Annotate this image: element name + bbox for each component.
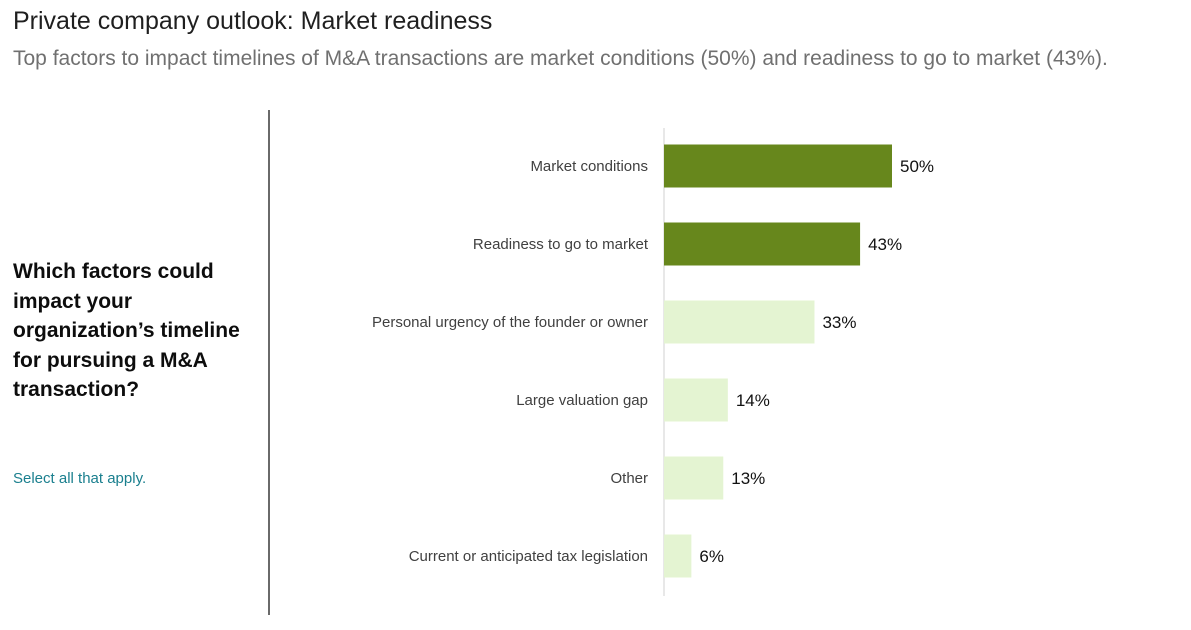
bar (664, 378, 728, 422)
category-label: Other (610, 470, 648, 487)
value-label: 14% (736, 391, 770, 410)
bar (664, 534, 692, 578)
page-title: Private company outlook: Market readines… (13, 7, 493, 35)
bar (664, 300, 815, 344)
bar (664, 222, 861, 266)
vertical-divider (268, 110, 270, 615)
value-label: 33% (822, 313, 856, 332)
category-label: Large valuation gap (516, 392, 648, 409)
value-label: 50% (900, 157, 934, 176)
value-label: 43% (868, 235, 902, 254)
bar (664, 144, 892, 188)
page-subtitle: Top factors to impact timelines of M&A t… (13, 47, 1108, 70)
category-label: Personal urgency of the founder or owner (372, 314, 648, 331)
bar (664, 456, 724, 500)
survey-note: Select all that apply. (13, 470, 147, 487)
survey-question: Which factors could impact your organiza… (13, 260, 240, 402)
value-label: 6% (699, 547, 724, 566)
category-label: Market conditions (530, 158, 648, 175)
value-label: 13% (731, 469, 765, 488)
category-label: Readiness to go to market (473, 236, 649, 253)
category-label: Current or anticipated tax legislation (409, 548, 648, 565)
